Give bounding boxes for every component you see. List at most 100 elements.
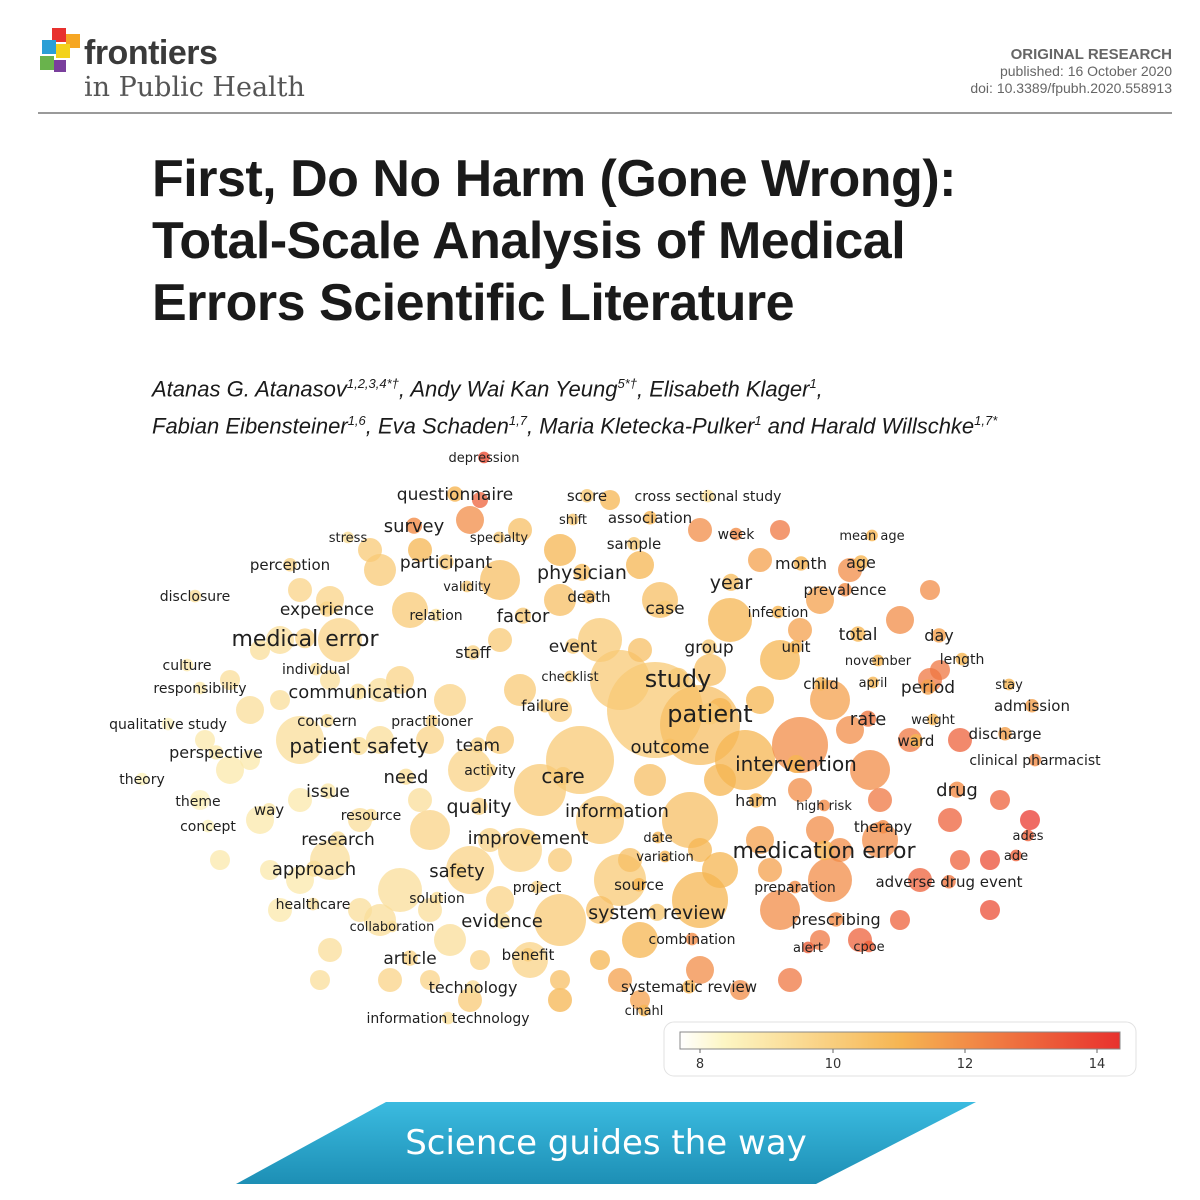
term-bubble <box>550 970 570 990</box>
term-dot <box>554 767 572 785</box>
term-node: patient safety <box>289 734 428 758</box>
doi[interactable]: doi: 10.3389/fpubh.2020.558913 <box>970 80 1172 96</box>
term-node: questionnaire <box>397 485 513 505</box>
term-bubble <box>600 490 620 510</box>
title-line: First, Do No Harm (Gone Wrong): <box>152 150 956 208</box>
term-dot <box>955 652 969 666</box>
term-label: information technology <box>367 1011 530 1027</box>
term-label: admission <box>994 697 1070 715</box>
term-dot <box>863 940 875 953</box>
author-separator: , <box>636 376 650 402</box>
term-dot <box>632 878 646 892</box>
term-dot <box>447 486 463 502</box>
term-dot <box>1028 753 1042 767</box>
term-label: activity <box>464 763 516 779</box>
term-dot <box>787 755 805 773</box>
colorbar-tick-label: 10 <box>825 1057 842 1072</box>
term-dot <box>789 640 803 654</box>
term-node: ades <box>1013 829 1044 844</box>
term-node: association <box>608 509 692 527</box>
term-bubble <box>662 792 718 848</box>
term-bubble <box>760 640 800 680</box>
author-name[interactable]: Eva Schaden <box>378 413 509 439</box>
term-bubble <box>216 756 244 784</box>
term-node: failure <box>521 697 568 715</box>
term-dot <box>867 676 879 689</box>
term-label: benefit <box>502 946 555 964</box>
term-bubble <box>386 666 414 694</box>
term-node: article <box>383 949 436 969</box>
term-dot <box>814 840 834 861</box>
term-node: month <box>775 554 827 573</box>
author-name[interactable]: Fabian Eibensteiner <box>152 413 348 439</box>
term-bubble <box>456 506 484 534</box>
term-dot <box>866 529 878 542</box>
term-label: collaboration <box>350 920 435 935</box>
term-label: drug <box>936 780 978 801</box>
term-dot <box>998 727 1012 741</box>
term-dot <box>521 948 535 962</box>
term-dot <box>305 860 323 877</box>
term-dot <box>802 941 814 954</box>
author-name[interactable]: Maria Kletecka-Pulker <box>539 413 755 439</box>
term-label: checklist <box>541 670 598 685</box>
term-node: shift <box>559 513 587 528</box>
term-bubble <box>578 618 622 662</box>
term-label: survey <box>384 516 445 537</box>
term-label: score <box>567 487 607 505</box>
term-bubble <box>266 626 294 654</box>
term-dot <box>430 891 444 905</box>
author-affiliation: 1,7* <box>974 413 998 429</box>
term-dot <box>309 662 323 676</box>
term-node: systematic review <box>621 978 757 996</box>
author-name[interactable]: Elisabeth Klager <box>649 376 810 402</box>
term-node: death <box>567 588 610 606</box>
term-label: patient safety <box>289 734 428 758</box>
term-node: weight <box>911 713 955 728</box>
term-dot <box>701 489 715 503</box>
term-dot <box>682 980 696 994</box>
term-label: failure <box>521 697 568 715</box>
term-dot <box>320 714 334 728</box>
term-node: information technology <box>367 1011 530 1027</box>
term-bubble <box>590 950 610 970</box>
term-label: patient <box>667 700 752 728</box>
term-bubble <box>850 750 890 790</box>
term-bubble <box>950 850 970 870</box>
term-dot <box>283 558 297 572</box>
term-node: theme <box>175 794 220 810</box>
term-node: improvement <box>468 828 589 849</box>
author-name[interactable]: Harald Willschke <box>810 413 975 439</box>
term-bubble <box>434 924 466 956</box>
term-node: solution <box>409 891 464 907</box>
term-bubble <box>586 896 614 924</box>
author-separator: , <box>365 413 378 439</box>
term-node: preparation <box>754 880 836 896</box>
term-node: date <box>643 831 672 846</box>
term-label: stress <box>329 531 368 546</box>
term-bubble <box>626 551 654 579</box>
term-node: harm <box>735 791 777 810</box>
term-bubble <box>886 606 914 634</box>
author-name[interactable]: Atanas G. Atanasov <box>152 376 347 402</box>
term-label: case <box>645 599 684 619</box>
term-bubble <box>288 788 312 812</box>
term-dot <box>701 639 717 655</box>
term-dot <box>580 489 594 503</box>
term-node: study <box>645 665 712 693</box>
term-node: medical error <box>232 627 380 652</box>
term-label: medical error <box>232 627 380 652</box>
term-node: week <box>718 527 756 543</box>
term-bubble <box>810 930 830 950</box>
term-node: stay <box>995 678 1023 693</box>
term-dot <box>859 710 877 727</box>
term-bubble <box>420 970 440 990</box>
term-dot <box>493 531 505 544</box>
term-node: system review <box>588 902 726 924</box>
term-node: activity <box>464 763 516 779</box>
term-node: total <box>839 625 878 645</box>
term-node: survey <box>384 516 445 537</box>
term-dot <box>648 903 666 921</box>
term-label: week <box>718 527 756 543</box>
author-name[interactable]: Andy Wai Kan Yeung <box>410 376 618 402</box>
